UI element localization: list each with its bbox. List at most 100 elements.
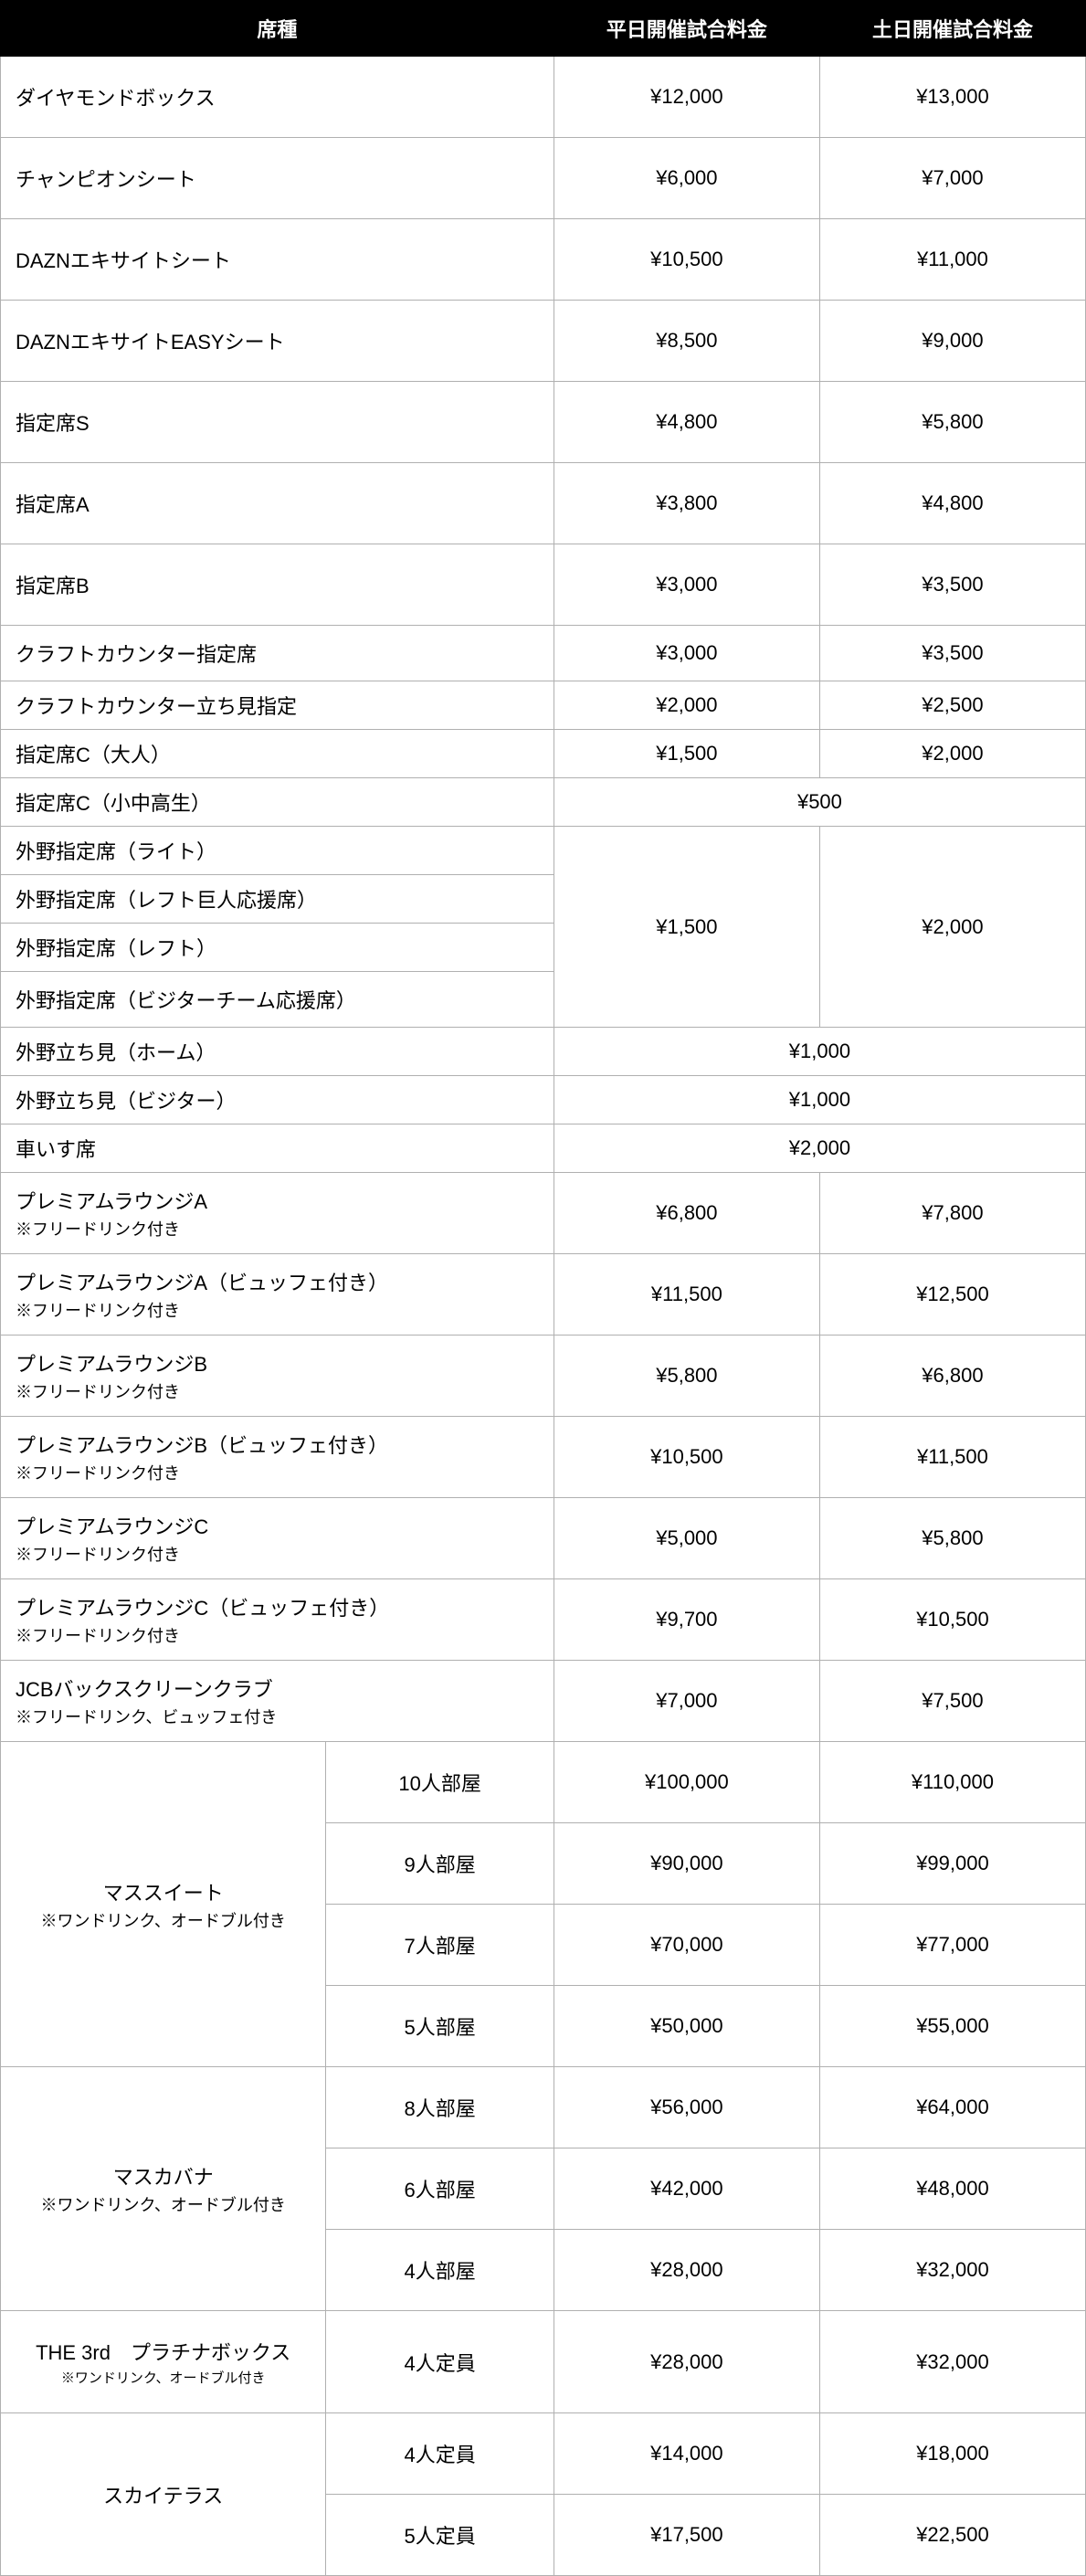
seat-note: ※フリードリンク付き <box>16 1217 539 1240</box>
seat-name-cell: クラフトカウンター立ち見指定 <box>1 681 554 730</box>
table-row: マススイート※ワンドリンク、オードブル付き10人部屋¥100,000¥110,0… <box>1 1742 1086 1823</box>
table-row: プレミアムラウンジC（ビュッフェ付き）※フリードリンク付き¥9,700¥10,5… <box>1 1579 1086 1661</box>
weekday-price-cell: ¥4,800 <box>554 382 819 463</box>
weekend-price-cell: ¥5,800 <box>819 1498 1085 1579</box>
table-row: クラフトカウンター立ち見指定¥2,000¥2,500 <box>1 681 1086 730</box>
weekday-price-cell: ¥28,000 <box>554 2311 819 2413</box>
table-row: THE 3rd プラチナボックス※ワンドリンク、オードブル付き4人定員¥28,0… <box>1 2311 1086 2413</box>
weekday-price-cell: ¥10,500 <box>554 219 819 301</box>
seat-name-cell: プレミアムラウンジB（ビュッフェ付き）※フリードリンク付き <box>1 1417 554 1498</box>
sub-type-cell: 10人部屋 <box>326 1742 554 1823</box>
table-row: プレミアムラウンジB※フリードリンク付き¥5,800¥6,800 <box>1 1336 1086 1417</box>
seat-name-cell: プレミアムラウンジA（ビュッフェ付き）※フリードリンク付き <box>1 1254 554 1336</box>
seat-name-cell: 指定席A <box>1 463 554 544</box>
sub-type-cell: 9人部屋 <box>326 1823 554 1905</box>
seat-name-cell: ダイヤモンドボックス <box>1 57 554 138</box>
weekday-price-cell: ¥5,000 <box>554 1498 819 1579</box>
weekday-price-cell: ¥56,000 <box>554 2067 819 2148</box>
sub-type-cell: 6人部屋 <box>326 2148 554 2230</box>
group-label-cell: スカイテラス <box>1 2413 326 2576</box>
merged-price-cell: ¥2,000 <box>554 1124 1085 1173</box>
seat-name-cell: 指定席S <box>1 382 554 463</box>
weekday-price-cell: ¥2,000 <box>554 681 819 730</box>
table-row: 外野立ち見（ホーム）¥1,000 <box>1 1028 1086 1076</box>
seat-name-cell: 外野立ち見（ホーム） <box>1 1028 554 1076</box>
weekend-price-cell: ¥2,500 <box>819 681 1085 730</box>
weekend-price-cell: ¥7,500 <box>819 1661 1085 1742</box>
seat-name-cell: 指定席C（大人） <box>1 730 554 778</box>
seat-name-cell: 指定席B <box>1 544 554 626</box>
seat-name-cell: クラフトカウンター指定席 <box>1 626 554 681</box>
merged-price-cell: ¥500 <box>554 778 1085 827</box>
seat-name-cell: 外野立ち見（ビジター） <box>1 1076 554 1124</box>
weekday-price-cell: ¥11,500 <box>554 1254 819 1336</box>
header-row: 席種 平日開催試合料金 土日開催試合料金 <box>1 1 1086 57</box>
weekday-price-cell: ¥3,800 <box>554 463 819 544</box>
table-row: JCBバックスクリーンクラブ※フリードリンク、ビュッフェ付き¥7,000¥7,5… <box>1 1661 1086 1742</box>
weekend-price-cell: ¥18,000 <box>819 2413 1085 2495</box>
weekend-price-cell: ¥32,000 <box>819 2311 1085 2413</box>
weekday-price-cell: ¥10,500 <box>554 1417 819 1498</box>
weekend-price-cell: ¥99,000 <box>819 1823 1085 1905</box>
sub-type-cell: 4人部屋 <box>326 2230 554 2311</box>
table-row: ダイヤモンドボックス¥12,000¥13,000 <box>1 57 1086 138</box>
seat-name-cell: 外野指定席（ビジターチーム応援席） <box>1 972 554 1028</box>
weekend-price-cell: ¥48,000 <box>819 2148 1085 2230</box>
seat-name-cell: 外野指定席（レフト巨人応援席） <box>1 875 554 924</box>
merged-price-cell: ¥1,000 <box>554 1028 1085 1076</box>
sub-type-cell: 5人部屋 <box>326 1986 554 2067</box>
weekend-price-cell: ¥2,000 <box>819 827 1085 1028</box>
weekday-price-cell: ¥9,700 <box>554 1579 819 1661</box>
seat-note: ※フリードリンク付き <box>16 1461 539 1484</box>
weekday-price-cell: ¥3,000 <box>554 626 819 681</box>
group-label-cell: マスカバナ※ワンドリンク、オードブル付き <box>1 2067 326 2311</box>
seat-name-cell: チャンピオンシート <box>1 138 554 219</box>
header-weekend: 土日開催試合料金 <box>819 1 1085 57</box>
weekend-price-cell: ¥9,000 <box>819 301 1085 382</box>
weekday-price-cell: ¥1,500 <box>554 827 819 1028</box>
weekday-price-cell: ¥6,800 <box>554 1173 819 1254</box>
sub-type-cell: 4人定員 <box>326 2413 554 2495</box>
weekend-price-cell: ¥3,500 <box>819 544 1085 626</box>
table-row: 指定席C（大人）¥1,500¥2,000 <box>1 730 1086 778</box>
table-row: プレミアムラウンジC※フリードリンク付き¥5,000¥5,800 <box>1 1498 1086 1579</box>
weekday-price-cell: ¥5,800 <box>554 1336 819 1417</box>
weekend-price-cell: ¥11,000 <box>819 219 1085 301</box>
sub-type-cell: 7人部屋 <box>326 1905 554 1986</box>
weekend-price-cell: ¥10,500 <box>819 1579 1085 1661</box>
table-row: クラフトカウンター指定席¥3,000¥3,500 <box>1 626 1086 681</box>
weekend-price-cell: ¥5,800 <box>819 382 1085 463</box>
seat-name-cell: プレミアムラウンジB※フリードリンク付き <box>1 1336 554 1417</box>
weekday-price-cell: ¥17,500 <box>554 2495 819 2576</box>
sub-type-cell: 4人定員 <box>326 2311 554 2413</box>
group-label-cell: THE 3rd プラチナボックス※ワンドリンク、オードブル付き <box>1 2311 326 2413</box>
group-note: ※ワンドリンク、オードブル付き <box>16 1908 311 1932</box>
weekday-price-cell: ¥100,000 <box>554 1742 819 1823</box>
table-row: DAZNエキサイトシート¥10,500¥11,000 <box>1 219 1086 301</box>
merged-price-cell: ¥1,000 <box>554 1076 1085 1124</box>
table-row: 指定席A¥3,800¥4,800 <box>1 463 1086 544</box>
weekday-price-cell: ¥6,000 <box>554 138 819 219</box>
table-row: スカイテラス4人定員¥14,000¥18,000 <box>1 2413 1086 2495</box>
seat-note: ※フリードリンク付き <box>16 1379 539 1403</box>
weekday-price-cell: ¥12,000 <box>554 57 819 138</box>
table-row: 外野指定席（ライト）¥1,500¥2,000 <box>1 827 1086 875</box>
pricing-table: 席種 平日開催試合料金 土日開催試合料金 ダイヤモンドボックス¥12,000¥1… <box>0 0 1086 2576</box>
table-row: 車いす席¥2,000 <box>1 1124 1086 1173</box>
seat-note: ※フリードリンク付き <box>16 1298 539 1322</box>
weekday-price-cell: ¥28,000 <box>554 2230 819 2311</box>
weekend-price-cell: ¥22,500 <box>819 2495 1085 2576</box>
table-row: プレミアムラウンジA※フリードリンク付き¥6,800¥7,800 <box>1 1173 1086 1254</box>
seat-name-cell: プレミアムラウンジA※フリードリンク付き <box>1 1173 554 1254</box>
seat-note: ※フリードリンク、ビュッフェ付き <box>16 1705 539 1728</box>
sub-type-cell: 5人定員 <box>326 2495 554 2576</box>
weekend-price-cell: ¥11,500 <box>819 1417 1085 1498</box>
header-weekday: 平日開催試合料金 <box>554 1 819 57</box>
seat-name-cell: DAZNエキサイトEASYシート <box>1 301 554 382</box>
seat-name-cell: 指定席C（小中高生） <box>1 778 554 827</box>
sub-type-cell: 8人部屋 <box>326 2067 554 2148</box>
weekday-price-cell: ¥70,000 <box>554 1905 819 1986</box>
seat-name-cell: プレミアムラウンジC※フリードリンク付き <box>1 1498 554 1579</box>
weekday-price-cell: ¥7,000 <box>554 1661 819 1742</box>
weekday-price-cell: ¥14,000 <box>554 2413 819 2495</box>
